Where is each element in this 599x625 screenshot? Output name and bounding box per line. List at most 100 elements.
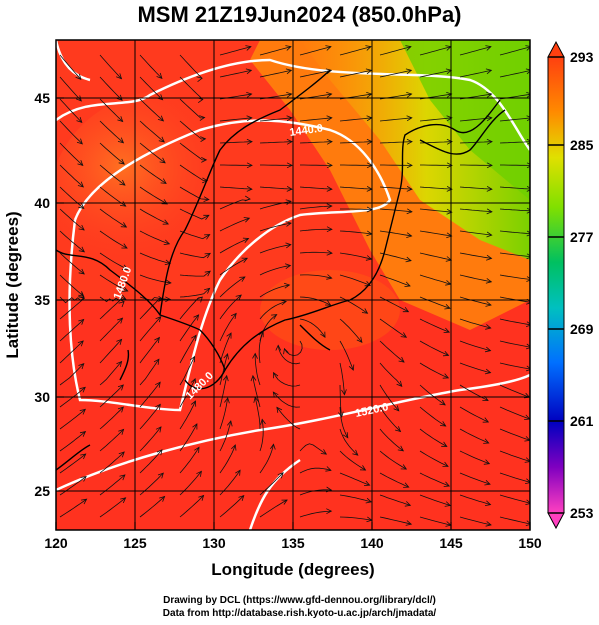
streamline — [139, 230, 170, 245]
streamline — [59, 230, 85, 253]
streamline — [339, 340, 354, 371]
streamline — [299, 296, 331, 306]
streamline — [59, 76, 82, 102]
streamline — [299, 117, 332, 122]
streamline-arrow — [363, 480, 371, 486]
streamline-arrow — [120, 222, 128, 228]
streamline-arrow — [404, 281, 411, 287]
streamline-arrow — [525, 499, 530, 505]
streamline-arrow — [77, 160, 84, 167]
colorbar-tick: 269 — [570, 321, 594, 337]
y-tick-label: 40 — [34, 195, 50, 211]
x-tick-label: 130 — [202, 535, 226, 551]
streamline — [179, 120, 206, 140]
streamline — [499, 318, 530, 326]
streamline — [339, 494, 372, 503]
streamline-arrow — [485, 45, 492, 51]
streamline-arrow — [281, 499, 288, 505]
credit-line-drawing: Drawing by DCL (https://www.gfd-dennou.o… — [163, 595, 436, 606]
streamline-arrow — [250, 374, 257, 382]
x-tick-label: 150 — [518, 535, 542, 551]
streamline-arrow — [326, 203, 333, 210]
streamline-arrow — [359, 465, 367, 471]
colorbar-tick: 253 — [570, 505, 594, 521]
streamline-arrow — [325, 68, 333, 75]
streamline — [99, 98, 123, 122]
streamline — [379, 472, 409, 488]
streamline-arrow — [443, 327, 451, 333]
streamline — [59, 208, 85, 231]
streamline — [379, 141, 413, 144]
streamline — [59, 274, 84, 297]
streamline — [259, 444, 274, 474]
streamline — [379, 296, 409, 313]
streamline — [379, 230, 412, 237]
streamline — [139, 381, 161, 408]
streamline — [219, 332, 232, 364]
streamline-arrow — [324, 300, 332, 306]
streamline-arrow — [400, 464, 408, 470]
colorbar-max-arrow — [547, 40, 565, 58]
streamline — [259, 200, 292, 210]
streamline-arrow — [204, 287, 211, 294]
colorbar-tick: 285 — [570, 137, 594, 153]
map-title: MSM 21Z19Jun2024 (850.0hPa) — [137, 2, 462, 27]
streamline — [179, 252, 211, 259]
streamline — [299, 69, 332, 78]
streamline — [139, 54, 163, 79]
streamline-arrow — [326, 274, 333, 280]
streamline-arrow — [526, 230, 530, 237]
streamline-arrow — [441, 441, 448, 447]
streamline-arrow — [189, 355, 195, 363]
streamline-arrow — [280, 299, 287, 306]
streamline — [259, 499, 288, 518]
streamline-arrow — [75, 95, 82, 102]
streamline — [179, 335, 197, 364]
streamline-arrow — [398, 356, 405, 363]
streamline-arrow — [78, 292, 85, 299]
streamline — [339, 318, 363, 343]
streamline — [459, 472, 491, 485]
streamline — [179, 288, 210, 298]
streamline-arrow — [483, 438, 490, 444]
streamline-arrow — [485, 324, 492, 330]
streamline — [459, 186, 492, 190]
streamline — [99, 406, 124, 430]
streamline-arrow — [442, 373, 450, 379]
colorbar-min-arrow — [547, 512, 565, 530]
streamline-arrow — [446, 232, 453, 239]
streamline-arrow — [243, 217, 251, 223]
streamline-arrow — [486, 208, 493, 215]
streamline-arrow — [486, 92, 493, 98]
streamline-arrow — [402, 306, 410, 313]
streamline — [339, 252, 372, 260]
streamline — [99, 54, 122, 79]
streamline-arrow — [275, 344, 282, 351]
streamline — [219, 375, 228, 408]
streamline-arrow — [155, 381, 161, 388]
streamline — [379, 406, 401, 432]
streamline-arrow — [77, 340, 84, 347]
streamline-arrow — [201, 157, 208, 163]
credit-line-data: Data from http://database.rish.kyoto-u.a… — [162, 608, 437, 619]
streamline-arrow — [286, 162, 293, 169]
streamline-arrow — [483, 459, 491, 465]
streamline — [499, 46, 530, 56]
streamline — [99, 252, 128, 270]
streamline — [379, 494, 411, 506]
streamline-arrow — [406, 115, 413, 122]
streamline — [339, 428, 359, 456]
streamline-arrow — [252, 352, 258, 359]
streamline-arrow — [117, 137, 125, 144]
streamline — [219, 238, 249, 254]
streamline-arrow — [284, 263, 292, 270]
streamline — [419, 516, 452, 526]
streamline — [179, 314, 199, 342]
streamline-arrow — [446, 92, 453, 98]
streamline-arrow — [526, 186, 530, 192]
streamline — [339, 406, 349, 438]
streamline-arrow — [117, 406, 124, 413]
streamline — [252, 375, 261, 408]
streamline-arrow — [325, 45, 332, 51]
streamline — [59, 54, 82, 80]
